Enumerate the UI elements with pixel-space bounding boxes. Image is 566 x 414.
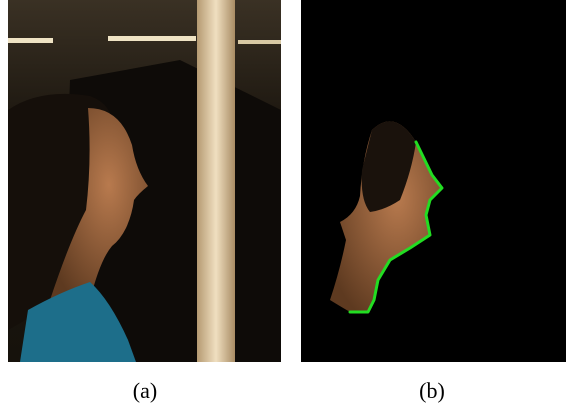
caption: (b) bbox=[419, 378, 445, 403]
figure: (a) (b) bbox=[0, 0, 566, 414]
photo-a bbox=[8, 0, 281, 362]
photo-b bbox=[301, 0, 566, 362]
caption: (a) bbox=[133, 378, 157, 403]
